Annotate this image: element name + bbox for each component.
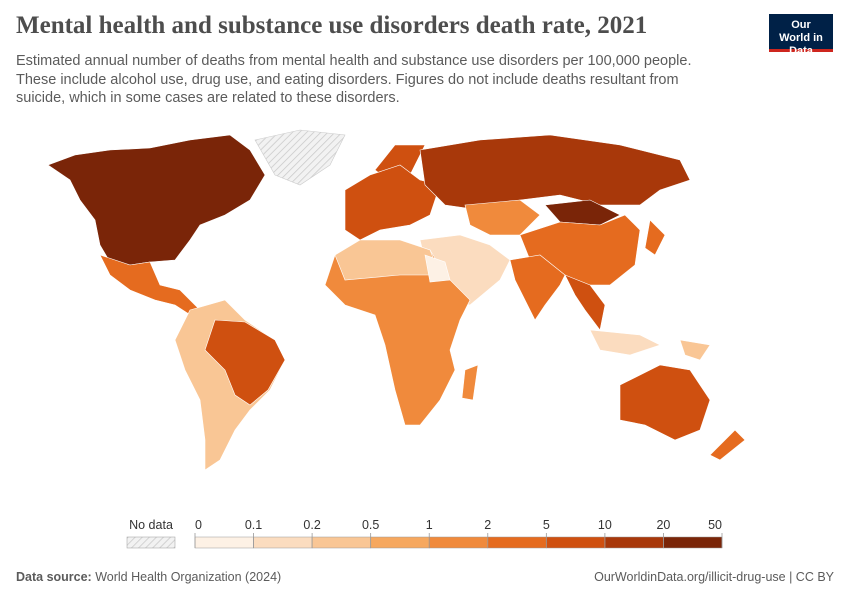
- legend-label: 10: [598, 518, 612, 532]
- india: [509, 254, 566, 321]
- kazakhstan: [464, 199, 541, 236]
- legend-swatch: [663, 536, 723, 549]
- legend-label: 2: [484, 518, 491, 532]
- central-america: [99, 254, 201, 319]
- legend-no-data-label: No data: [129, 518, 173, 532]
- legend-swatch: [604, 536, 664, 549]
- legend-label: 1: [426, 518, 433, 532]
- legend-swatch: [428, 536, 489, 549]
- logo[interactable]: Our World in Data: [769, 14, 833, 57]
- legend-swatch: [370, 536, 430, 549]
- legend-label: 0.5: [362, 518, 379, 532]
- japan: [644, 219, 666, 256]
- europe: [344, 164, 441, 241]
- source-label: Data source:: [16, 570, 92, 584]
- legend-swatch: [194, 536, 254, 549]
- title: Mental health and substance use disorder…: [16, 12, 648, 39]
- source-text: World Health Organization (2024): [95, 570, 282, 584]
- russia: [419, 134, 691, 211]
- legend-label: 0.1: [245, 518, 262, 532]
- north-america: [47, 134, 266, 266]
- countries: [47, 129, 746, 471]
- legend: No data 0 0.1 0.2 0.5 1 2 5 10 20 50: [126, 518, 723, 549]
- url[interactable]: OurWorldinData.org/illicit-drug-use | CC…: [594, 570, 834, 584]
- egypt: [424, 254, 451, 283]
- papua-new-guinea: [679, 339, 711, 361]
- legend-label: 20: [656, 518, 670, 532]
- australia: [619, 364, 711, 441]
- greenland: [254, 129, 346, 186]
- legend-label: 0.2: [303, 518, 320, 532]
- legend-no-data-swatch: [126, 536, 176, 549]
- legend-swatch: [311, 536, 371, 549]
- map: No data 0 0.1 0.2 0.5 1 2 5 10 20 50: [47, 129, 746, 549]
- indonesia: [589, 329, 661, 356]
- legend-swatch: [546, 536, 606, 549]
- legend-label: 50: [708, 518, 722, 532]
- legend-swatch: [487, 536, 547, 549]
- legend-label: 5: [543, 518, 550, 532]
- mongolia: [544, 199, 621, 226]
- southeast-asia: [564, 274, 606, 331]
- brazil: [204, 319, 286, 406]
- legend-label: 0: [195, 518, 202, 532]
- madagascar: [461, 364, 479, 401]
- new-zealand: [709, 429, 746, 461]
- source: Data source: World Health Organization (…: [16, 570, 281, 584]
- subtitle: Estimated annual number of deaths from m…: [16, 53, 692, 106]
- legend-swatch: [253, 536, 313, 549]
